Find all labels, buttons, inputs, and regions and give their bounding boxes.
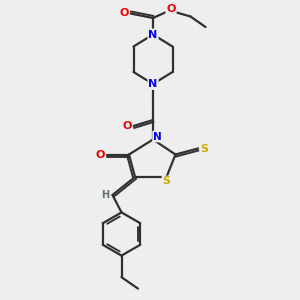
Text: S: S [201,143,208,154]
Text: N: N [148,29,158,40]
Text: O: O [119,8,129,19]
Text: O: O [95,149,105,160]
Text: O: O [122,121,132,131]
Text: H: H [101,190,109,200]
Text: N: N [148,79,158,89]
Text: O: O [166,4,176,14]
Text: N: N [153,131,162,142]
Text: S: S [163,176,170,187]
